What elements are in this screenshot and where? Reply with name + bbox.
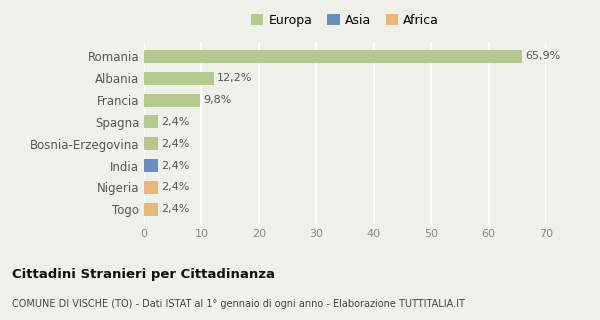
Text: 2,4%: 2,4% xyxy=(161,139,189,149)
Bar xyxy=(144,203,158,216)
Text: COMUNE DI VISCHE (TO) - Dati ISTAT al 1° gennaio di ogni anno - Elaborazione TUT: COMUNE DI VISCHE (TO) - Dati ISTAT al 1°… xyxy=(12,299,465,309)
Text: 2,4%: 2,4% xyxy=(161,117,189,127)
Legend: Europa, Asia, Africa: Europa, Asia, Africa xyxy=(246,9,444,32)
Text: 65,9%: 65,9% xyxy=(526,52,560,61)
Text: 9,8%: 9,8% xyxy=(203,95,232,105)
Text: Cittadini Stranieri per Cittadinanza: Cittadini Stranieri per Cittadinanza xyxy=(12,268,275,281)
Text: 12,2%: 12,2% xyxy=(217,73,253,83)
Bar xyxy=(144,93,200,107)
Bar xyxy=(144,50,523,63)
Text: 2,4%: 2,4% xyxy=(161,182,189,192)
Bar xyxy=(144,159,158,172)
Bar xyxy=(144,137,158,150)
Text: 2,4%: 2,4% xyxy=(161,204,189,214)
Bar xyxy=(144,72,214,85)
Bar xyxy=(144,115,158,128)
Text: 2,4%: 2,4% xyxy=(161,161,189,171)
Bar xyxy=(144,181,158,194)
